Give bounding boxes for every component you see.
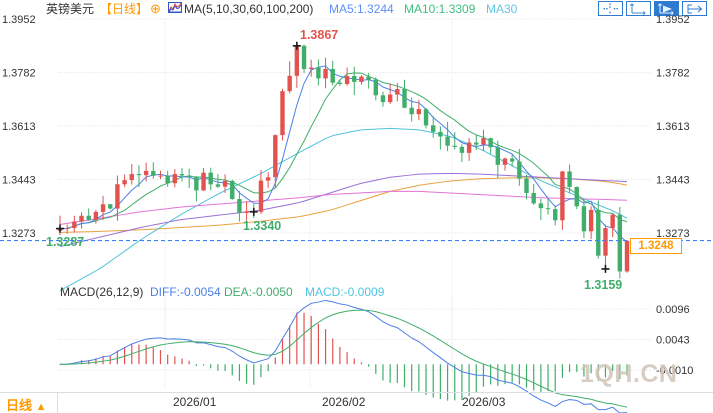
svg-text:0.0043: 0.0043 (656, 335, 690, 347)
svg-text:MACD:-0.0009: MACD:-0.0009 (305, 285, 385, 299)
svg-text:MACD(26,12,9): MACD(26,12,9) (60, 285, 143, 299)
svg-text:DEA:-0.0050: DEA:-0.0050 (224, 285, 293, 299)
svg-text:0.0096: 0.0096 (656, 304, 690, 316)
svg-text:DIFF:-0.0054: DIFF:-0.0054 (150, 285, 221, 299)
